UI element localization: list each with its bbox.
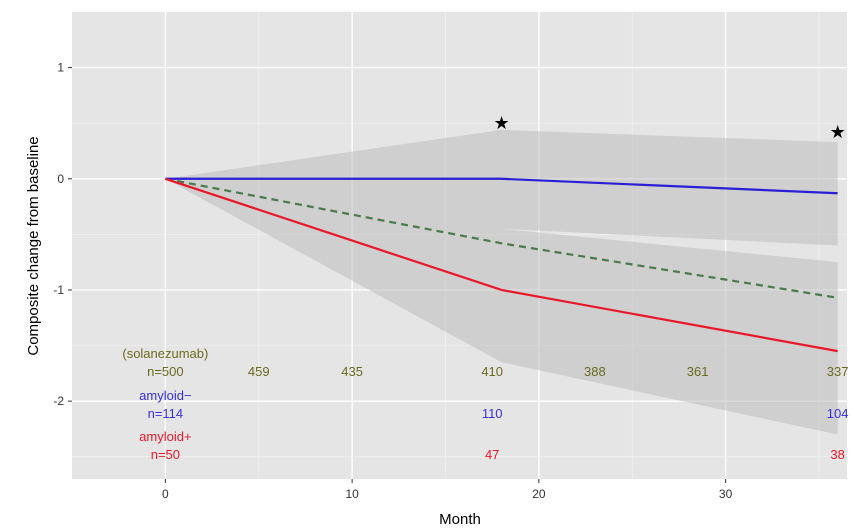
x-tick-label: 30 — [719, 487, 733, 501]
x-axis-ticks: 0 10 20 30 — [162, 479, 733, 501]
confidence-band-amyloid_neg — [165, 129, 838, 246]
series-line-amyloid_pos — [165, 177, 838, 353]
risk-row-label: (solanezumab) — [122, 346, 208, 361]
confidence-band-amyloid_pos — [165, 178, 838, 435]
risk-count: 47 — [485, 447, 499, 462]
y-tick-label: -1 — [53, 283, 64, 297]
risk-count: 337 — [827, 364, 849, 379]
at-risk-table: (solanezumab) n=500 459 435 410 388 361 337 amyl… — [122, 346, 848, 462]
risk-count: 388 — [584, 364, 606, 379]
significance-star: ★ — [830, 122, 846, 143]
series-line-solanezumab — [165, 177, 838, 299]
risk-count: 361 — [687, 364, 709, 379]
series-line-amyloid_neg — [165, 177, 838, 195]
confidence-bands — [165, 129, 838, 435]
risk-count: 435 — [341, 364, 363, 379]
x-axis-title: Month — [439, 511, 481, 528]
x-tick-label: 20 — [532, 487, 546, 501]
y-axis-title: Composite change from baseline — [25, 136, 42, 355]
y-tick-label: 0 — [57, 172, 64, 186]
risk-row-count: n=500 — [147, 364, 184, 379]
risk-row-count: n=50 — [151, 447, 180, 462]
y-tick-label: -2 — [53, 394, 64, 408]
risk-row-label: amyloid− — [139, 388, 191, 403]
significance-markers: ★ ★ — [493, 113, 845, 143]
x-tick-label: 10 — [345, 487, 359, 501]
risk-count: 459 — [248, 364, 270, 379]
risk-count: 410 — [481, 364, 503, 379]
y-tick-label: 1 — [57, 61, 64, 75]
risk-row-count: n=114 — [148, 406, 184, 421]
significance-star: ★ — [493, 113, 509, 134]
risk-count: 38 — [830, 447, 844, 462]
risk-count: 104 — [827, 406, 849, 421]
x-tick-label: 0 — [162, 487, 169, 501]
risk-row-label: amyloid+ — [139, 429, 191, 444]
risk-count: 110 — [482, 406, 503, 421]
y-axis-ticks: 1 0 -1 -2 — [53, 61, 72, 408]
series-lines — [165, 177, 838, 353]
